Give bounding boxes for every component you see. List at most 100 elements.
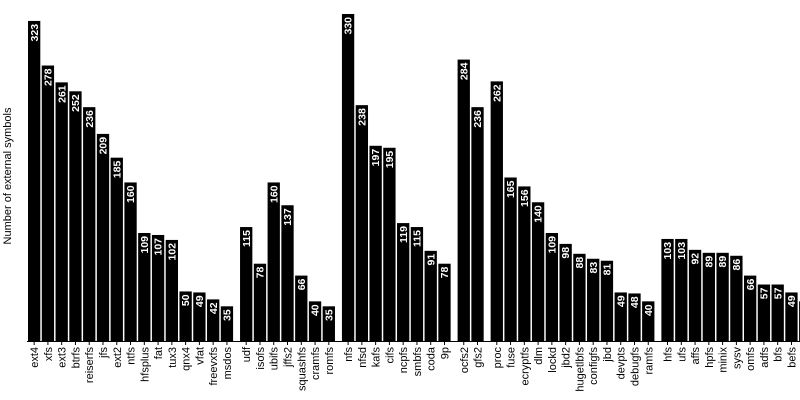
value-label-hfs: 103	[662, 242, 674, 260]
tick-label-hpfs: hpfs	[704, 347, 716, 368]
value-label-cramfs: 40	[310, 304, 322, 316]
value-label-fat: 107	[153, 238, 165, 256]
tick-label-btrfs: btrfs	[70, 347, 82, 369]
tick-label-jfs: jfs	[98, 347, 110, 360]
tick-label-nfs: nfs	[343, 347, 355, 362]
value-label-coda: 91	[425, 254, 437, 266]
tick-label-cifs: cifs	[384, 347, 396, 364]
value-label-nfsd: 238	[356, 108, 368, 126]
value-label-ext3: 261	[56, 85, 68, 103]
value-label-jffs2: 137	[282, 208, 294, 226]
bar-ramfs	[642, 301, 655, 341]
tick-label-hfsplus: hfsplus	[139, 347, 151, 382]
tick-label-dlm: dlm	[533, 347, 545, 365]
value-label-ext2: 185	[111, 161, 123, 179]
value-label-cifs: 195	[384, 151, 396, 169]
bar-nfs	[341, 14, 355, 341]
bar-dlm	[531, 202, 545, 341]
value-label-ecryptfs: 156	[519, 189, 531, 207]
tick-label-devpts: devpts	[616, 347, 628, 380]
tick-label-befs: befs	[786, 347, 798, 368]
tick-label-ext3: ext3	[57, 347, 69, 368]
value-label-kafs: 197	[370, 149, 382, 167]
value-label-proc: 262	[491, 84, 503, 102]
bar-freevxfs	[207, 299, 220, 341]
bar-jbd	[600, 260, 614, 341]
bar-vfat	[193, 292, 206, 341]
value-label-udf: 115	[241, 230, 253, 247]
bar-hfs	[661, 238, 674, 341]
x-axis: ext4 xfs ext3 btrfs reiserfs jfs ext2 ntfs hfspl…	[27, 341, 800, 392]
value-label-jbd2: 98	[560, 247, 572, 259]
value-label-dlm: 140	[533, 205, 545, 223]
value-label-9p: 78	[439, 267, 451, 279]
bar-squashfs	[295, 275, 308, 341]
tick-label-fat: fat	[153, 347, 165, 359]
bar-hfsplus	[138, 232, 151, 341]
bar-befs	[785, 292, 798, 341]
bar-gfs2	[471, 107, 484, 342]
value-label-hugetlbfs: 88	[574, 257, 586, 269]
tick-label-ubifs: ubifs	[269, 347, 281, 371]
tick-label-omfs: omfs	[745, 347, 757, 371]
tick-label-jbd2: jbd2	[561, 347, 573, 369]
tick-label-smbfs: smbfs	[412, 347, 424, 377]
tick-label-ntfs: ntfs	[126, 347, 138, 365]
value-label-lockd: 109	[546, 236, 558, 254]
value-label-msdos: 35	[222, 309, 234, 321]
bar-ntfs	[124, 182, 137, 341]
tick-label-cramfs: cramfs	[310, 347, 322, 381]
tick-label-ufs: ufs	[676, 347, 688, 362]
bar-lockd	[545, 232, 559, 341]
bar-omfs	[744, 275, 757, 341]
bar-ocfs2	[457, 59, 470, 341]
value-label-ext4: 323	[29, 24, 41, 42]
bar-ubifs	[267, 182, 280, 341]
tick-label-nfsd: nfsd	[357, 347, 369, 368]
tick-label-9p: 9p	[439, 347, 451, 359]
tick-label-minix: minix	[718, 347, 730, 373]
bar-adfs	[757, 284, 771, 341]
value-label-omfs: 66	[745, 278, 757, 290]
value-label-tux3: 102	[166, 243, 178, 261]
value-label-btrfs: 252	[70, 94, 82, 112]
value-label-ncpfs: 119	[398, 226, 410, 243]
bar-ncpfs	[397, 223, 410, 341]
bar-ufs	[675, 238, 688, 341]
bar-hpfs	[702, 252, 715, 341]
tick-label-jffs2: jffs2	[283, 347, 295, 368]
value-label-configfs: 83	[588, 262, 600, 274]
value-label-ubifs: 160	[268, 185, 280, 203]
tick-label-gfs2: gfs2	[473, 347, 485, 368]
value-label-ufs: 103	[676, 242, 688, 260]
bar-nfsd	[355, 105, 369, 341]
bar-ecryptfs	[518, 186, 531, 341]
bar-udf	[240, 227, 253, 341]
bar-configfs	[587, 258, 600, 341]
tick-label-freevxfs: freevxfs	[208, 347, 220, 386]
tick-label-sysv: sysv	[731, 347, 743, 370]
bar-cifs	[383, 147, 396, 341]
bar-hugetlbfs	[573, 253, 586, 341]
value-label-ocfs2: 284	[458, 62, 470, 80]
tick-label-ncpfs: ncpfs	[398, 347, 410, 374]
tick-label-configfs: configfs	[588, 347, 600, 385]
bar-9p	[438, 263, 451, 341]
tick-label-coda: coda	[426, 346, 438, 371]
y-axis-label: Number of external symbols	[2, 107, 14, 244]
bar-coda	[424, 250, 437, 341]
bar-fat	[151, 234, 165, 341]
bar-kafs	[369, 145, 382, 341]
tick-label-fuse: fuse	[506, 347, 518, 368]
tick-label-romfs: romfs	[324, 347, 336, 375]
bar-affs	[688, 249, 702, 341]
value-label-smbfs: 115	[412, 230, 424, 247]
bar-qnx4	[179, 291, 192, 341]
tick-label-squashfs: squashfs	[296, 347, 308, 392]
value-label-affs: 92	[690, 253, 702, 265]
value-label-ntfs: 160	[125, 185, 137, 203]
bar-btrfs	[69, 91, 82, 341]
value-label-isofs: 78	[255, 267, 267, 279]
value-label-reiserfs: 236	[84, 110, 96, 128]
